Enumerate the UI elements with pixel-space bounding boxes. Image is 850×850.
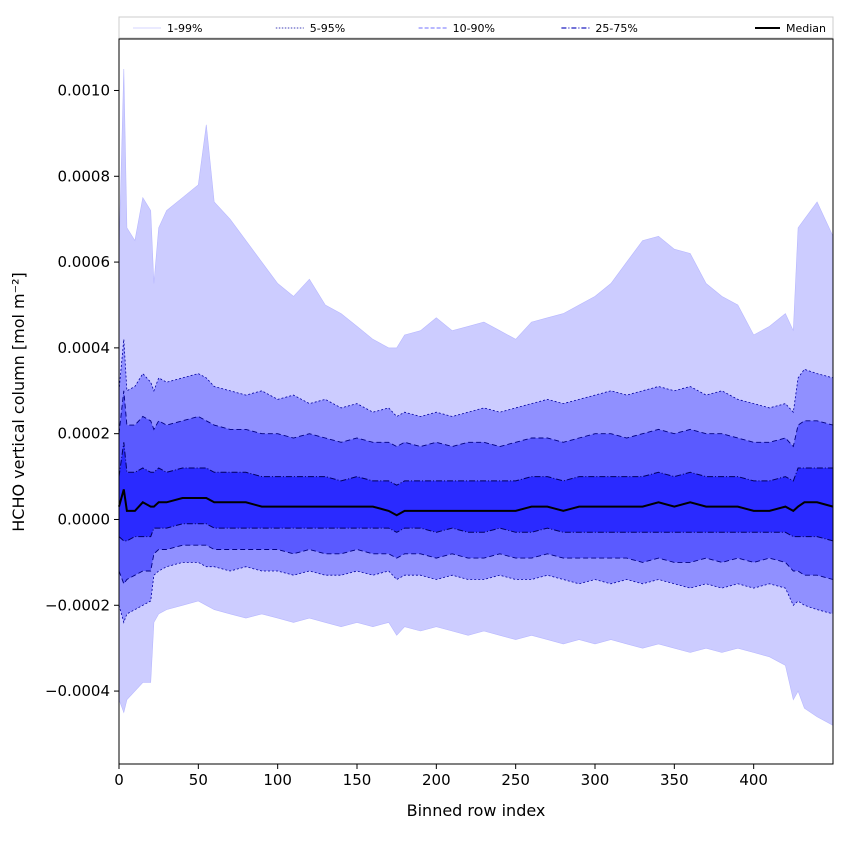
- band-edge-lines: [118, 68, 834, 726]
- legend-label-Median: Median: [786, 22, 826, 35]
- edge-1-99%-upper: [118, 68, 834, 349]
- median-line: [118, 489, 834, 517]
- x-axis-label: Binned row index: [407, 801, 546, 820]
- x-tick-label: 200: [422, 771, 451, 789]
- edge-5-95%-upper: [118, 339, 834, 417]
- data-bands: [119, 69, 833, 726]
- legend-label-25-75%: 25-75%: [595, 22, 637, 35]
- x-tick-label: 400: [739, 771, 768, 789]
- y-tick-label: 0.0000: [58, 510, 111, 528]
- edge-25-75%-upper: [118, 442, 833, 486]
- edge-25-75%-lower: [118, 523, 834, 542]
- x-tick-label: 100: [263, 771, 292, 789]
- legend-label-10-90%: 10-90%: [453, 22, 495, 35]
- median-line-group: [118, 489, 834, 517]
- y-tick-label: 0.0008: [58, 167, 111, 185]
- band-25-75%: [119, 442, 833, 541]
- edge-10-90%-lower: [118, 544, 834, 585]
- x-tick-label: 300: [581, 771, 610, 789]
- y-tick-label: 0.0002: [58, 425, 111, 443]
- plot-frame: [118, 38, 834, 765]
- edge-1-99%-lower: [118, 600, 834, 726]
- x-tick-label: 150: [343, 771, 372, 789]
- legend: 1-99% 5-95% 10-90% 25-75% Median: [118, 16, 834, 39]
- y-axis-ticks: −0.0004 −0.0002 0.0000 0.0002 0.0004 0.0006 0.…: [45, 81, 119, 700]
- edge-10-90%-upper: [118, 390, 834, 448]
- x-tick-label: 250: [501, 771, 530, 789]
- x-tick-label: 50: [189, 771, 208, 789]
- legend-label-5-95%: 5-95%: [310, 22, 345, 35]
- legend-label-1-99%: 1-99%: [167, 22, 202, 35]
- y-tick-label: 0.0010: [58, 81, 111, 99]
- legend-box: [118, 16, 834, 39]
- edge-5-95%-lower: [118, 562, 834, 624]
- x-tick-label: 0: [114, 771, 124, 789]
- y-tick-label: 0.0004: [58, 339, 111, 357]
- y-tick-label: −0.0002: [45, 596, 110, 614]
- x-axis-ticks: 0 50 100 150 200 250 300 350 400: [114, 764, 768, 789]
- x-tick-label: 350: [660, 771, 689, 789]
- y-tick-label: −0.0004: [45, 682, 110, 700]
- y-tick-label: 0.0006: [58, 253, 111, 271]
- y-axis-label: HCHO vertical column [mol m⁻²]: [9, 272, 28, 531]
